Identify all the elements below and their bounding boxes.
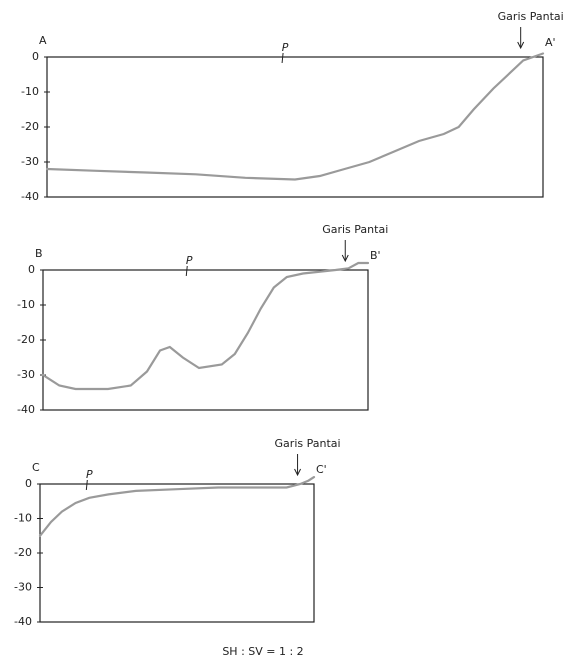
profile-marker: P	[186, 254, 193, 267]
start-label: A	[39, 34, 47, 47]
coastline-arrowhead	[294, 468, 302, 477]
profile-marker-stem	[281, 52, 284, 64]
profile-marker-stem	[185, 265, 188, 277]
profile-marker: P	[86, 468, 93, 481]
y-tick-label: -40	[17, 403, 35, 416]
y-tick-label: 0	[28, 263, 35, 276]
coastline-arrowhead	[517, 41, 525, 50]
end-label: B'	[370, 249, 381, 262]
y-tick-label: -10	[14, 512, 32, 525]
y-tick-label: -30	[17, 368, 35, 381]
coastline-arrowhead	[341, 254, 349, 263]
scale-note: SH : SV = 1 : 2	[222, 645, 303, 658]
start-label: B	[35, 247, 43, 260]
coastline-label: Garis Pantai	[322, 223, 388, 236]
y-tick-label: -20	[14, 546, 32, 559]
start-label: C	[32, 461, 40, 474]
profile-marker-stem	[85, 479, 88, 491]
coastline-label: Garis Pantai	[275, 437, 341, 450]
y-tick-label: -40	[21, 190, 39, 203]
y-tick-label: -10	[21, 85, 39, 98]
end-label: C'	[316, 463, 327, 476]
y-tick-label: -30	[14, 581, 32, 594]
end-label: A'	[545, 36, 556, 49]
y-tick-label: -30	[21, 155, 39, 168]
profile-marker: P	[282, 41, 289, 54]
y-tick-label: -10	[17, 298, 35, 311]
profile-line	[41, 261, 370, 391]
y-tick-label: 0	[32, 50, 39, 63]
profile-line	[45, 52, 545, 181]
y-tick-label: -20	[21, 120, 39, 133]
y-tick-label: -40	[14, 615, 32, 628]
profile-line	[38, 476, 316, 537]
coastline-label: Garis Pantai	[498, 10, 564, 23]
y-tick-label: -20	[17, 333, 35, 346]
y-tick-label: 0	[25, 477, 32, 490]
